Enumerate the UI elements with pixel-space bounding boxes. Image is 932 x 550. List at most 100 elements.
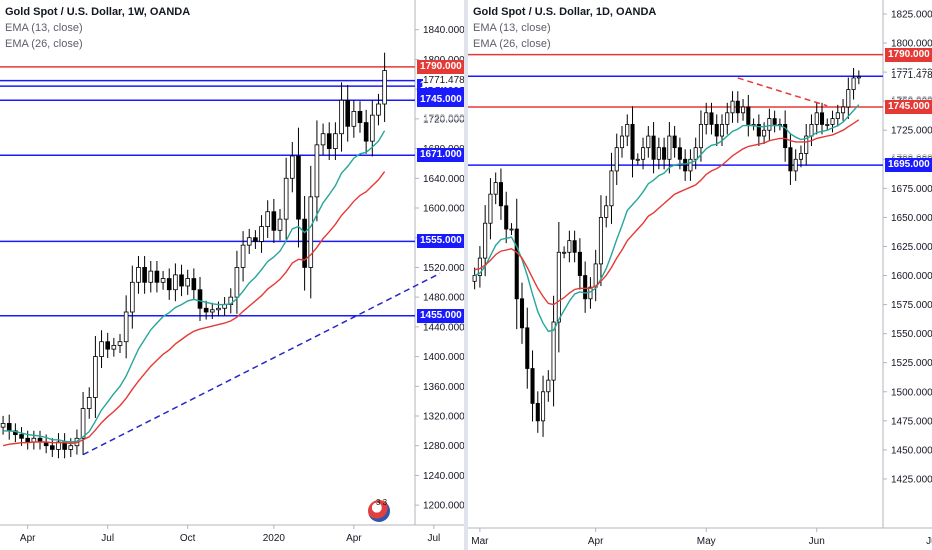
left-candle-body [234, 267, 240, 298]
right-resistance-label[interactable]: 1790.000 [885, 47, 932, 62]
left-candle-body [154, 270, 160, 283]
left-support-label[interactable]: 1671.000 [417, 148, 465, 163]
right-candle-body [546, 379, 551, 393]
right-candle-body [804, 135, 809, 154]
right-candle-body [614, 147, 619, 172]
right-candle-body [593, 263, 598, 288]
right-candle-body [741, 106, 746, 114]
left-candle-body [6, 423, 12, 432]
left-candle-body [148, 270, 154, 283]
flag-logo-icon[interactable]: 3 3 [368, 498, 390, 522]
right-candle-body [514, 228, 519, 300]
left-candle-body [271, 211, 277, 231]
weekly-chart-pane[interactable]: 1200.000 1240.000 1280.000 1320.000 1360.000… [0, 0, 465, 550]
right-candle-body [619, 135, 625, 149]
right-candle-body [635, 158, 640, 161]
left-xtick-label: Jul [101, 533, 114, 544]
pane-divider[interactable] [464, 0, 468, 550]
right-candle-body [667, 135, 672, 160]
daily-chart-pane[interactable]: 1425.000 1450.000 1475.000 1500.000 1525.000… [468, 0, 932, 550]
right-candle-body [472, 275, 477, 282]
right-candle-body [493, 182, 498, 195]
right-candle-body [656, 147, 661, 160]
right-candle-body [725, 112, 730, 125]
left-candle-body [277, 218, 283, 231]
left-ytick-label: 1200.000 [423, 501, 464, 512]
right-candle-body [719, 124, 725, 137]
left-xtick-label: Oct [180, 533, 196, 544]
daily-title: Gold Spot / U.S. Dollar, 1D, OANDA [473, 6, 657, 18]
right-xtick-label: Jul [926, 536, 932, 547]
right-candle-body [677, 147, 682, 160]
left-candle-body [216, 307, 221, 311]
left-support-label[interactable]: 1745.000 [417, 93, 465, 108]
weekly-ema13-label: EMA (13, close) [5, 22, 83, 34]
left-candle-body [50, 445, 55, 450]
right-candle-body [693, 147, 698, 160]
left-candle-body [203, 307, 209, 313]
left-candle-body [136, 267, 141, 283]
left-candle-body [246, 237, 252, 246]
right-candle-body [535, 402, 540, 422]
weekly-chart-canvas[interactable]: 1200.000 1240.000 1280.000 1320.000 1360.000… [0, 0, 464, 550]
left-candle-body [117, 341, 123, 346]
right-trendline [737, 77, 828, 107]
left-ytick-label: 1640.000 [423, 174, 464, 185]
right-candle-body [783, 124, 788, 149]
right-ytick-label: 1575.000 [891, 300, 932, 311]
right-candle-body [798, 153, 803, 160]
right-ytick-label: 1475.000 [891, 416, 932, 427]
right-candle-body [767, 118, 772, 131]
left-candle-body [363, 122, 369, 142]
left-support-label[interactable]: 1555.000 [417, 234, 465, 249]
right-xtick-label: Apr [588, 536, 604, 547]
left-resistance-label[interactable]: 1790.000 [417, 59, 465, 74]
daily-chart-canvas[interactable]: 1425.000 1450.000 1475.000 1500.000 1525.000… [468, 0, 932, 550]
right-candle-body [625, 124, 630, 137]
left-candle-body [105, 341, 110, 350]
left-last-price-label: 1771.478 [423, 74, 465, 87]
left-candle-body [320, 133, 326, 146]
left-candle-body [253, 237, 258, 242]
left-candle-body [185, 278, 191, 287]
left-candle-body [376, 103, 381, 116]
right-candle-body [577, 251, 582, 276]
right-ytick-label: 1450.000 [891, 445, 932, 456]
right-candle-body [730, 100, 735, 114]
right-candle-body [688, 158, 693, 172]
left-candle-body [240, 244, 246, 268]
right-candle-body [788, 147, 793, 172]
left-support-label[interactable]: 1455.000 [417, 308, 465, 323]
right-candle-body [583, 275, 588, 300]
right-price-axis [883, 0, 932, 550]
right-candle-body [567, 240, 572, 253]
right-candle-body [809, 124, 814, 137]
right-candle-body [830, 118, 835, 125]
left-candle-body [111, 345, 117, 350]
left-candle-body [259, 226, 264, 242]
right-candle-body [746, 106, 751, 125]
right-candle-body [709, 112, 714, 125]
left-candle-body [265, 211, 270, 227]
right-candle-body [641, 147, 646, 160]
right-candle-body [651, 135, 656, 160]
right-candle-body [562, 251, 567, 254]
right-support-label[interactable]: 1695.000 [885, 158, 932, 173]
left-candle-body [314, 144, 320, 198]
left-candle-body [197, 289, 203, 309]
daily-ema13-label: EMA (13, close) [473, 22, 551, 34]
left-candle-body [283, 177, 289, 220]
right-candle-body [604, 205, 609, 218]
left-candle-body [191, 278, 197, 291]
right-last-price-label: 1771.478 [891, 70, 932, 83]
left-candle-body [382, 70, 387, 105]
right-resistance-label[interactable]: 1745.000 [885, 99, 932, 114]
left-candle-body [209, 309, 215, 313]
left-candle-body [129, 281, 135, 313]
left-ema13-line [3, 130, 386, 443]
left-candle-body [357, 111, 363, 123]
left-trendline [82, 272, 441, 456]
right-candle-body [609, 170, 614, 207]
right-xtick-label: Jun [809, 536, 825, 547]
right-candle-body [509, 228, 514, 231]
